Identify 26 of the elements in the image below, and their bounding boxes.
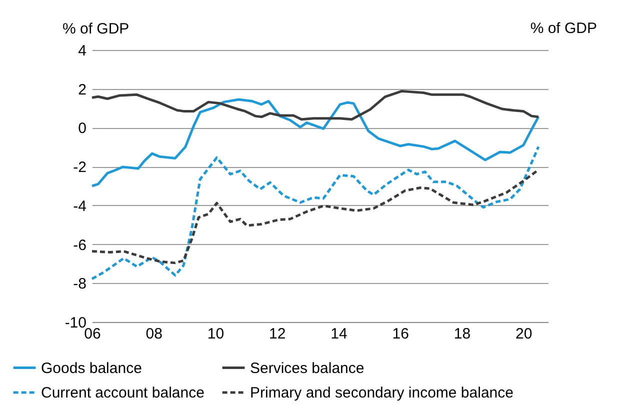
legend-label: Goods balance [41, 360, 142, 377]
text: % of GDP [530, 20, 597, 37]
line-series [90, 98, 540, 188]
legend-label: Current account balance [41, 384, 204, 402]
line-series [90, 90, 540, 121]
x-tick-label: 06 [84, 326, 101, 342]
x-tick-label: 14 [330, 326, 348, 342]
line-series [90, 168, 540, 264]
y-axis-title: % of GDP [62, 20, 130, 38]
legend-label: Primary and secondary income balance [250, 384, 514, 402]
x-tick-label: 20 [516, 326, 532, 342]
y-tick-label: -4 [73, 198, 86, 215]
y-tick-label: -8 [73, 276, 86, 293]
x-tick-label: 10 [207, 326, 224, 342]
legend-label: Services balance [250, 360, 364, 377]
x-tick-label: 16 [392, 326, 409, 342]
y-tick-label: 0 [78, 120, 86, 138]
line-series [90, 146, 540, 280]
x-tick-label: 18 [454, 326, 471, 342]
y-tick-label: -6 [73, 236, 86, 254]
y-tick-label: -10 [64, 314, 86, 332]
x-tick-label: 12 [269, 326, 286, 342]
y-tick-label: 4 [78, 42, 86, 60]
y-tick-label: -2 [73, 159, 86, 176]
x-tick-label: 08 [146, 326, 162, 342]
y-tick-label: 2 [78, 81, 86, 98]
